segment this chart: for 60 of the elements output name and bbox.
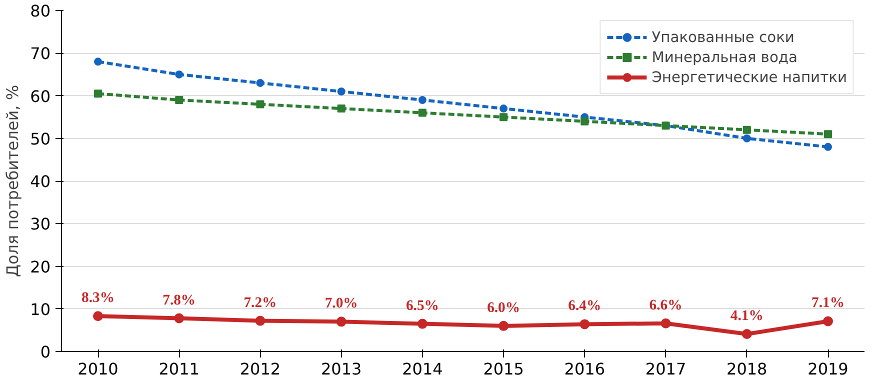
y-tick-label: 60 [30, 86, 50, 106]
x-tick-label: 2019 [808, 360, 848, 378]
point [418, 108, 426, 117]
point [255, 316, 266, 326]
x-tick-label: 2014 [402, 360, 443, 378]
data-label: 7.8% [162, 292, 196, 308]
y-tick-label: 70 [30, 44, 50, 64]
data-label: 7.0% [324, 296, 358, 312]
data-label: 4.1% [730, 308, 764, 324]
y-tick-label: 40 [30, 172, 50, 191]
y-tick-label: 0 [40, 342, 51, 362]
point [256, 78, 264, 87]
point [175, 70, 184, 78]
point [500, 113, 508, 122]
point [336, 316, 346, 327]
legend-label: Минеральная вода [652, 48, 798, 66]
y-tick-label: 80 [30, 2, 50, 20]
point [417, 318, 428, 329]
point [824, 130, 832, 138]
point [823, 316, 833, 326]
y-tick-label: 20 [30, 257, 50, 276]
x-tick-label: 2012 [240, 360, 281, 378]
legend-label: Энергетические напитки [652, 68, 847, 86]
point [742, 134, 751, 142]
data-label: 6.5% [406, 298, 439, 314]
point [174, 313, 184, 324]
data-label: 6.4% [568, 298, 602, 314]
y-axis-title: Доля потребителей, % [3, 84, 22, 278]
x-tick-label: 2015 [483, 360, 524, 378]
point [337, 104, 346, 113]
data-label: 6.0% [487, 300, 520, 316]
x-tick-label: 2010 [78, 360, 118, 378]
data-label: 8.3% [82, 290, 114, 306]
y-tick-label: 10 [30, 300, 50, 319]
point [580, 319, 590, 330]
x-tick-label: 2016 [564, 360, 606, 378]
data-label: 7.1% [812, 295, 844, 312]
point [94, 58, 102, 66]
y-tick-label: 50 [30, 129, 50, 148]
x-tick-label: 2011 [158, 360, 200, 378]
x-tick-label: 2013 [320, 360, 362, 378]
point [742, 126, 751, 134]
point [337, 87, 346, 96]
x-tick-label: 2017 [645, 360, 686, 378]
point [175, 96, 184, 104]
point [660, 318, 671, 328]
point [418, 96, 426, 104]
data-label: 7.2% [244, 294, 277, 311]
x-tick-label: 2018 [726, 360, 768, 378]
point [580, 117, 589, 126]
point [824, 142, 832, 151]
point [742, 329, 752, 340]
data-label: 6.6% [649, 297, 682, 314]
point [93, 311, 103, 322]
y-tick-label: 30 [30, 214, 50, 234]
point [498, 320, 509, 331]
point [256, 100, 264, 108]
point [500, 104, 508, 113]
legend-label: Упакованные соки [652, 28, 794, 46]
point [94, 90, 102, 98]
